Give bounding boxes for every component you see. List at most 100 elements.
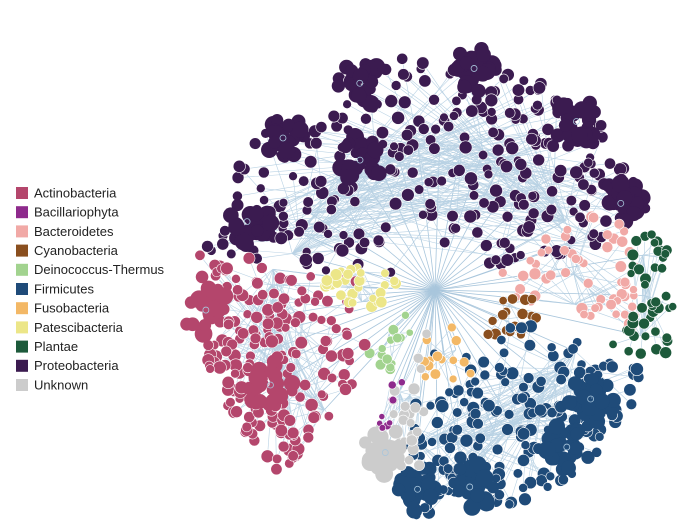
node xyxy=(637,303,648,314)
node xyxy=(657,264,666,273)
node xyxy=(294,226,305,237)
node xyxy=(491,255,501,265)
node xyxy=(472,387,484,399)
node xyxy=(519,483,528,492)
node-cluster xyxy=(573,101,590,118)
node xyxy=(261,450,274,463)
node xyxy=(469,191,479,201)
node xyxy=(419,75,431,87)
node xyxy=(488,127,499,138)
node xyxy=(279,198,288,207)
node xyxy=(617,236,628,247)
node-cluster xyxy=(332,79,345,92)
node xyxy=(387,420,393,426)
node xyxy=(443,464,453,474)
node-cluster xyxy=(453,485,465,497)
node xyxy=(431,417,443,429)
legend-swatch xyxy=(16,245,28,257)
node xyxy=(390,276,399,285)
node xyxy=(422,329,431,338)
node-cluster xyxy=(371,165,387,181)
node xyxy=(257,290,267,300)
node xyxy=(429,143,441,155)
node xyxy=(407,167,418,178)
node xyxy=(303,432,314,443)
node xyxy=(583,278,593,288)
legend-label: Actinobacteria xyxy=(34,185,117,200)
node xyxy=(297,286,307,296)
legend-swatch xyxy=(16,341,28,353)
legend-swatch xyxy=(16,360,28,372)
node xyxy=(339,383,351,395)
node xyxy=(533,100,543,110)
node xyxy=(523,221,536,234)
node xyxy=(502,211,513,222)
node xyxy=(288,451,299,462)
node xyxy=(548,350,559,361)
node xyxy=(322,295,333,306)
node xyxy=(589,168,599,178)
node-cluster xyxy=(555,97,572,114)
node-cluster xyxy=(267,355,281,369)
node xyxy=(563,226,572,235)
node xyxy=(392,111,405,124)
node xyxy=(195,250,205,260)
node xyxy=(534,404,546,416)
node xyxy=(272,302,283,313)
node xyxy=(217,238,229,250)
legend-label: Proteobacteria xyxy=(34,358,119,373)
node xyxy=(360,113,371,124)
node xyxy=(202,240,214,252)
node-cluster xyxy=(252,394,267,409)
node xyxy=(478,150,488,160)
node xyxy=(310,137,322,149)
node-cluster xyxy=(561,461,576,476)
node xyxy=(380,222,391,233)
node xyxy=(506,142,519,155)
node xyxy=(533,154,545,166)
legend-label: Patescibacteria xyxy=(34,320,124,335)
node xyxy=(499,348,509,358)
node xyxy=(206,365,215,374)
node xyxy=(233,160,245,172)
node-cluster xyxy=(423,489,438,504)
legend-swatch xyxy=(16,283,28,295)
node xyxy=(588,212,599,223)
node xyxy=(391,80,401,90)
node xyxy=(464,172,477,185)
node xyxy=(231,406,243,418)
node xyxy=(226,249,236,259)
node xyxy=(528,191,537,200)
node xyxy=(452,96,461,105)
node xyxy=(504,409,514,419)
node xyxy=(449,356,457,364)
node xyxy=(418,210,427,219)
legend-swatch xyxy=(16,225,28,237)
node xyxy=(343,100,352,109)
node-cluster xyxy=(367,142,384,159)
node xyxy=(475,433,486,444)
node-cluster xyxy=(199,319,212,332)
node xyxy=(414,460,425,471)
node xyxy=(523,373,534,384)
node xyxy=(547,343,556,352)
legend-label: Unknown xyxy=(34,377,88,392)
node xyxy=(303,197,314,208)
node xyxy=(231,274,240,283)
node xyxy=(432,351,442,361)
node xyxy=(404,456,413,465)
node xyxy=(406,329,413,336)
node xyxy=(424,178,433,187)
node xyxy=(232,285,242,295)
node xyxy=(342,330,352,340)
node-cluster xyxy=(571,127,588,144)
node xyxy=(226,397,236,407)
node xyxy=(237,328,248,339)
node xyxy=(443,121,454,132)
node xyxy=(626,399,637,410)
node xyxy=(286,363,296,373)
node xyxy=(417,57,430,70)
node xyxy=(651,297,661,307)
node xyxy=(660,347,672,359)
